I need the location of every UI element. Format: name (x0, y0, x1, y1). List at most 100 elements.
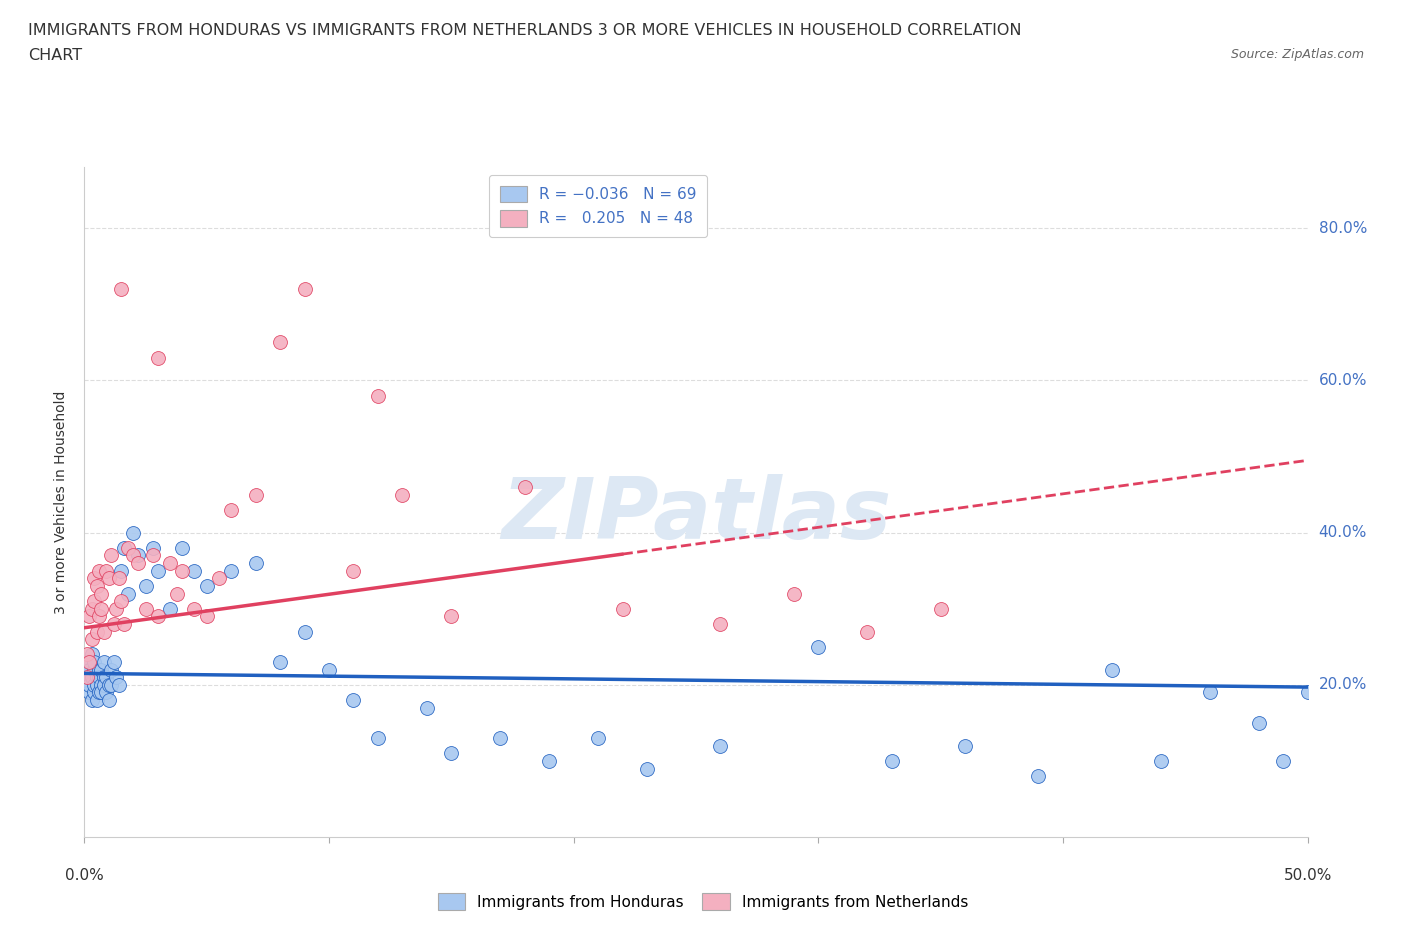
Point (90, 677, 112, 692)
Point (86, 578, 108, 593)
Point (110, 564, 132, 578)
Point (110, 593, 132, 608)
Point (586, 731, 609, 746)
Point (107, 571, 129, 586)
Point (709, 738, 731, 753)
Text: 80.0%: 80.0% (1319, 220, 1367, 236)
Point (117, 586, 139, 601)
Point (80, 631, 103, 646)
Point (294, 282, 316, 297)
Point (172, 540, 194, 555)
Point (87, 685, 110, 700)
Point (183, 564, 205, 578)
Point (146, 564, 169, 578)
Point (83, 677, 105, 692)
Point (880, 753, 903, 768)
Point (90, 602, 112, 617)
Point (1198, 685, 1220, 700)
Point (219, 502, 242, 517)
Point (318, 662, 340, 677)
Point (87, 662, 110, 677)
Point (135, 578, 157, 593)
Point (96, 564, 118, 578)
Point (90, 662, 112, 677)
Point (146, 351, 169, 365)
Point (172, 564, 194, 578)
Point (83, 593, 105, 608)
Point (100, 662, 122, 677)
Point (127, 548, 149, 563)
Point (77, 677, 100, 692)
Point (76, 647, 98, 662)
Point (142, 540, 165, 555)
Point (1296, 685, 1319, 700)
Point (245, 487, 267, 502)
Point (103, 617, 125, 631)
Point (87, 564, 110, 578)
Point (76, 655, 98, 670)
Point (612, 602, 634, 617)
Point (1028, 769, 1050, 784)
Point (440, 609, 463, 624)
Point (953, 738, 976, 753)
Point (783, 586, 806, 601)
Point (77, 655, 100, 670)
Point (100, 548, 122, 563)
Point (103, 655, 125, 670)
Point (636, 761, 658, 776)
Point (183, 602, 205, 617)
Point (97, 571, 120, 586)
Point (219, 564, 242, 578)
Point (87, 670, 110, 684)
Point (342, 564, 364, 578)
Point (135, 602, 157, 617)
Point (856, 624, 879, 639)
Point (93, 677, 115, 692)
Point (87, 609, 110, 624)
Point (391, 487, 413, 502)
Point (416, 700, 439, 715)
Point (76, 670, 98, 684)
Point (80, 602, 103, 617)
Text: 40.0%: 40.0% (1319, 525, 1367, 540)
Point (195, 609, 218, 624)
Point (86, 677, 108, 692)
Point (122, 548, 145, 563)
Point (83, 662, 105, 677)
Point (1272, 753, 1295, 768)
Point (76, 670, 98, 684)
Text: ZIPatlas: ZIPatlas (501, 474, 891, 557)
Point (269, 655, 291, 670)
Point (342, 693, 364, 708)
Point (195, 578, 218, 593)
Text: 20.0%: 20.0% (1319, 677, 1367, 692)
Point (93, 624, 115, 639)
Text: 60.0%: 60.0% (1319, 373, 1367, 388)
Point (97, 693, 120, 708)
Point (105, 602, 128, 617)
Point (86, 670, 108, 684)
Point (93, 670, 115, 684)
Text: Source: ZipAtlas.com: Source: ZipAtlas.com (1230, 48, 1364, 61)
Point (159, 555, 181, 570)
Point (127, 555, 149, 570)
Point (107, 677, 129, 692)
Point (83, 685, 105, 700)
Point (367, 388, 389, 403)
Point (294, 624, 316, 639)
Point (709, 617, 731, 631)
Point (96, 670, 118, 684)
Point (269, 335, 291, 350)
Point (83, 655, 105, 670)
Point (166, 586, 188, 601)
Point (83, 571, 105, 586)
Point (96, 685, 118, 700)
Point (245, 555, 267, 570)
Point (807, 639, 830, 654)
Point (1247, 715, 1270, 730)
Point (97, 677, 120, 692)
Point (90, 586, 112, 601)
Point (146, 609, 169, 624)
Point (440, 746, 463, 761)
Point (77, 609, 100, 624)
